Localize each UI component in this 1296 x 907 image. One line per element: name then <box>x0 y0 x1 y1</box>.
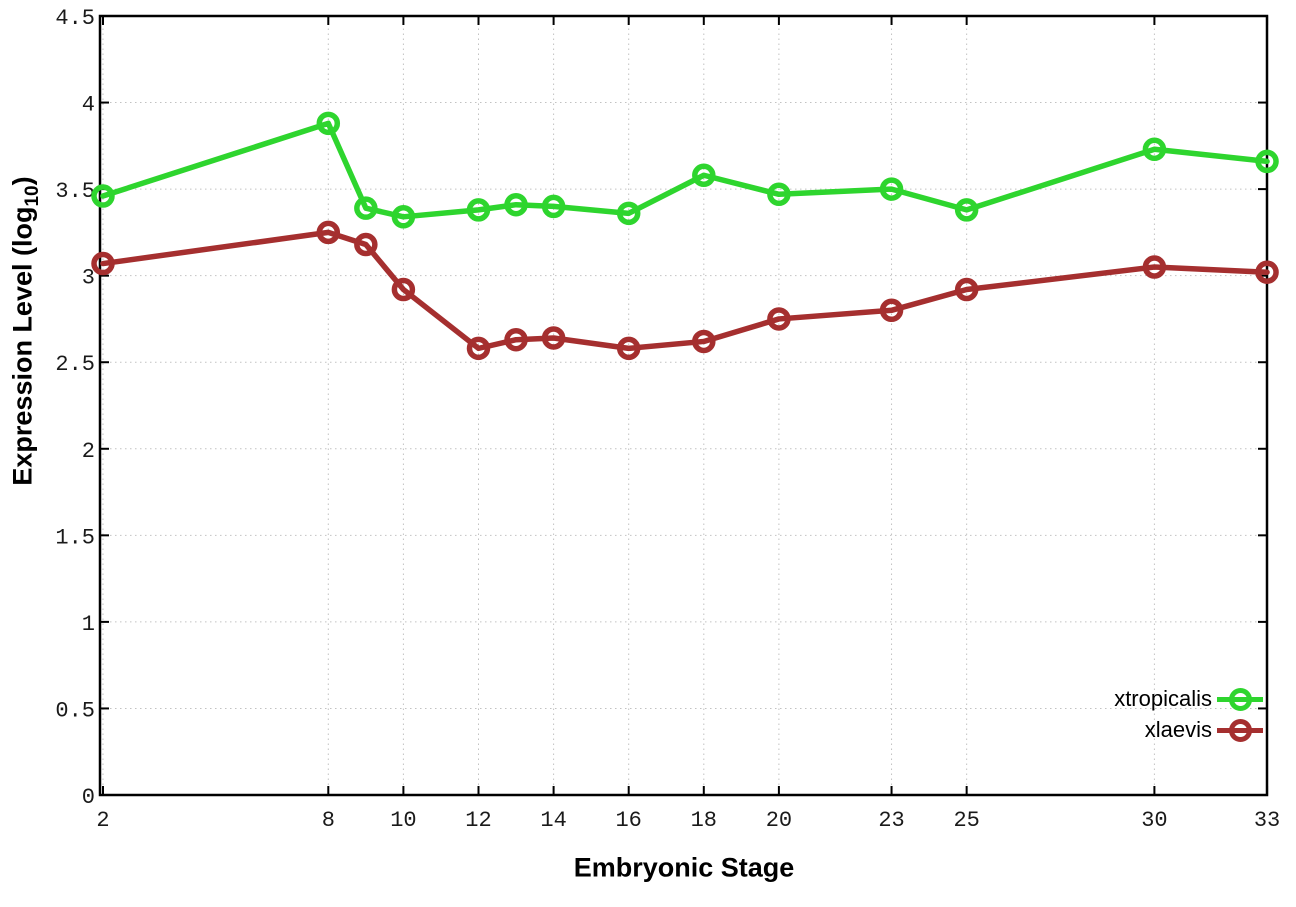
data-point-xlaevis <box>391 277 416 302</box>
data-point-xlaevis <box>316 220 341 245</box>
legend-entry-xtropicalis: xtropicalis <box>1114 686 1263 712</box>
x-tick-label: 18 <box>691 808 717 833</box>
data-point-xlaevis <box>354 232 378 257</box>
y-tick-label: 1 <box>82 612 95 637</box>
series-line-xtropicalis <box>100 120 1270 220</box>
data-point-xlaevis <box>879 298 904 323</box>
data-point-xtropicalis <box>1142 137 1167 162</box>
data-point-xtropicalis <box>354 196 378 220</box>
y-tick-label: 3.5 <box>55 179 95 204</box>
data-point-xlaevis <box>466 336 491 361</box>
data-point-xtropicalis <box>466 198 491 222</box>
data-point-xtropicalis <box>954 198 979 222</box>
data-point-xlaevis <box>954 277 979 302</box>
y-tick-label: 4.5 <box>55 6 95 31</box>
series-line-xlaevis <box>100 229 1270 352</box>
x-tick-label: 25 <box>953 808 979 833</box>
y-tick-label: 4 <box>82 93 95 118</box>
data-point-xtropicalis <box>316 111 341 136</box>
data-point-xlaevis <box>616 336 641 361</box>
legend-ring-icon <box>1228 718 1252 742</box>
x-tick-label: 30 <box>1141 808 1167 833</box>
legend-label-xtropicalis: xtropicalis <box>1114 686 1212 711</box>
x-tick-label: 12 <box>465 808 491 833</box>
data-point-xtropicalis <box>879 177 904 201</box>
y-tick-label: 1.5 <box>55 525 95 550</box>
legend: xtropicalis xlaevis <box>1114 686 1263 748</box>
y-axis-title-subscript: 10 <box>21 185 43 207</box>
y-tick-label: 0.5 <box>55 698 95 723</box>
x-tick-label: 20 <box>766 808 792 833</box>
data-point-xtropicalis <box>541 194 566 219</box>
legend-marker-xtropicalis-icon <box>1217 686 1263 712</box>
y-axis-title-suffix: ) <box>7 176 38 186</box>
x-tick-label: 33 <box>1254 808 1280 833</box>
y-tick-label: 2 <box>82 439 95 464</box>
data-point-xlaevis <box>504 327 528 352</box>
data-point-xlaevis <box>767 307 791 331</box>
x-axis-title: Embryonic Stage <box>573 852 795 883</box>
data-point-xtropicalis <box>616 201 641 226</box>
legend-ring-icon <box>1228 687 1252 711</box>
data-point-xtropicalis <box>1255 149 1279 174</box>
legend-marker-xlaevis-icon <box>1217 717 1263 743</box>
data-point-xlaevis <box>692 329 716 354</box>
x-tick-label: 16 <box>615 808 641 833</box>
x-tick-label: 2 <box>96 808 109 833</box>
y-tick-label: 0 <box>82 785 95 810</box>
x-tick-label: 10 <box>390 808 416 833</box>
data-point-xlaevis <box>1255 260 1279 284</box>
data-point-xlaevis <box>541 326 566 350</box>
data-point-xtropicalis <box>504 192 528 217</box>
plot-border <box>98 14 1269 797</box>
data-point-xtropicalis <box>767 182 791 207</box>
y-axis-title: Expression Level (log10) <box>7 176 43 486</box>
legend-entry-xlaevis: xlaevis <box>1114 717 1263 743</box>
y-axis-title-text: Expression Level (log <box>7 206 38 486</box>
data-point-xlaevis <box>1142 255 1167 279</box>
legend-label-xlaevis: xlaevis <box>1144 717 1212 742</box>
data-point-xtropicalis <box>391 205 416 229</box>
x-tick-label: 8 <box>322 808 335 833</box>
data-point-xtropicalis <box>91 184 115 208</box>
x-tick-label: 14 <box>540 808 566 833</box>
x-tick-label: 23 <box>878 808 904 833</box>
data-point-xlaevis <box>91 251 115 276</box>
data-point-xtropicalis <box>692 163 716 188</box>
y-tick-label: 3 <box>82 266 95 291</box>
y-tick-label: 2.5 <box>55 352 95 377</box>
